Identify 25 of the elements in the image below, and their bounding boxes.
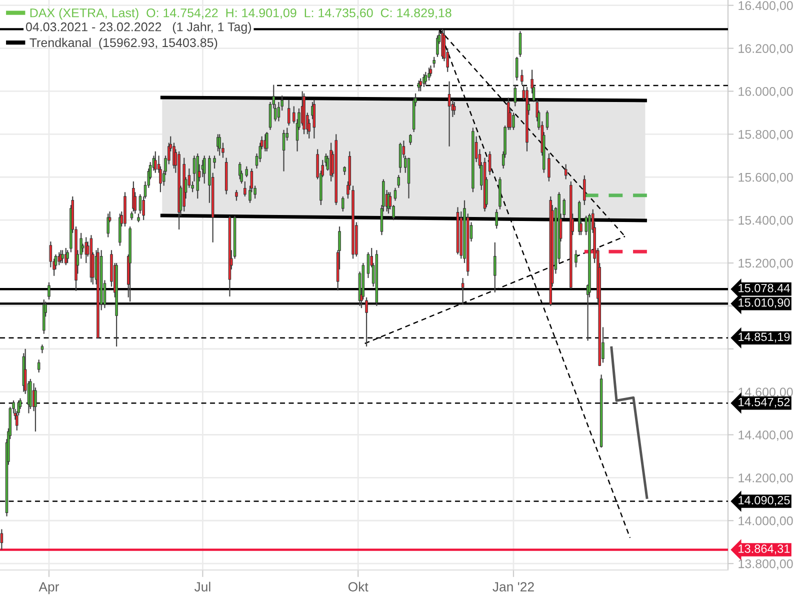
ref-line-label: 15.010,90 (738, 298, 790, 308)
y-tick-label: 15.800,00 (738, 130, 793, 140)
y-tick-label: 13.800,00 (738, 559, 793, 570)
x-tick-label: Apr (38, 582, 60, 594)
series-label: DAX (XETRA, Last) O: 14.754,22 H: 14.901,09 L: 14.735,60 C: 14.829,18 (30, 8, 452, 20)
ref-line-label: 14.547,52 (738, 398, 790, 408)
y-tick-label: 15.200,00 (738, 258, 793, 270)
y-tick-label: 14.400,00 (738, 430, 793, 441)
ref-line-label: 14.090,25 (738, 496, 790, 506)
ref-line-label: 13.864,31 (738, 544, 790, 554)
y-tick-label: 14.600,00 (738, 388, 793, 398)
y-tick-label: 16.000,00 (738, 87, 793, 98)
y-tick-label: 16.400,00 (738, 1, 793, 12)
legend-label: Trendkanal (15962.93, 15403.85) (30, 38, 218, 50)
y-tick-label: 15.400,00 (738, 216, 793, 226)
y-tick-label: 14.000,00 (738, 516, 793, 527)
y-tick-label: 15.600,00 (738, 172, 793, 184)
ref-line-label: 14.851,19 (738, 332, 790, 342)
y-tick-label: 14.200,00 (738, 473, 793, 484)
x-tick-label: Jul (194, 582, 210, 592)
y-tick-label: 16.200,00 (738, 44, 793, 54)
annotation: 04.03.2021 - 23.02.2022 (1 Jahr, 1 Tag) (26, 22, 252, 34)
ref-line-label: 15.078.44 (738, 284, 790, 292)
x-tick-label: Jan '22 (492, 582, 534, 592)
x-tick-label: Okt (348, 582, 368, 592)
